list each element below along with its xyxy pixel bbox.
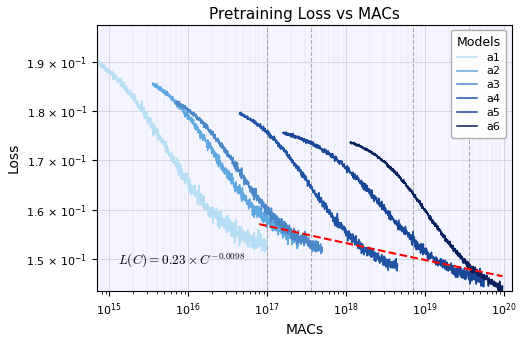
a6 — [478, 275, 485, 279]
a4 — [395, 262, 401, 266]
Line: a5: a5 — [283, 132, 484, 287]
a5 — [453, 266, 460, 270]
a3 — [266, 212, 272, 216]
a3 — [299, 233, 305, 237]
a2 — [149, 81, 156, 85]
Line: a3: a3 — [176, 101, 322, 254]
a3 — [258, 202, 265, 206]
a2 — [294, 247, 300, 251]
a5 — [292, 134, 299, 138]
a6 — [347, 140, 354, 144]
a3 — [318, 251, 324, 256]
a3 — [182, 106, 189, 110]
a1 — [193, 193, 199, 197]
a4 — [373, 254, 379, 258]
a6 — [347, 140, 353, 144]
Title: Pretraining Loss vs MACs: Pretraining Loss vs MACs — [209, 7, 400, 22]
a5 — [481, 277, 487, 281]
a1 — [241, 232, 247, 236]
a2 — [158, 89, 165, 93]
a6 — [440, 233, 446, 237]
a6 — [444, 241, 451, 245]
a1 — [198, 200, 204, 204]
a3 — [284, 227, 290, 231]
Line: a6: a6 — [350, 142, 503, 292]
Legend: a1, a2, a3, a4, a5, a6: a1, a2, a3, a4, a5, a6 — [451, 30, 506, 138]
a2 — [238, 196, 245, 200]
a1 — [262, 250, 268, 254]
a1 — [264, 243, 270, 247]
a4 — [356, 247, 363, 251]
a2 — [275, 232, 281, 236]
X-axis label: MACs: MACs — [286, 323, 324, 337]
a4 — [332, 219, 339, 223]
a4 — [337, 225, 343, 229]
a2 — [234, 186, 241, 190]
a1 — [223, 228, 230, 233]
a6 — [499, 284, 506, 288]
a4 — [246, 118, 253, 122]
Line: a4: a4 — [239, 112, 398, 271]
a5 — [397, 228, 403, 232]
a5 — [408, 240, 414, 245]
a1 — [94, 60, 101, 64]
Text: $L(C) = 0.23 \times C^{-0.0098}$: $L(C) = 0.23 \times C^{-0.0098}$ — [118, 252, 246, 270]
a4 — [237, 110, 244, 114]
a1 — [203, 202, 209, 206]
a5 — [280, 131, 286, 135]
a6 — [496, 290, 502, 294]
a4 — [329, 214, 335, 218]
a2 — [260, 221, 267, 225]
a5 — [280, 130, 287, 134]
a2 — [243, 196, 249, 200]
a2 — [296, 239, 302, 243]
Line: a2: a2 — [152, 83, 299, 249]
Line: a1: a1 — [97, 61, 267, 252]
a3 — [173, 101, 179, 105]
a3 — [262, 207, 268, 211]
a4 — [394, 269, 400, 273]
a6 — [435, 229, 442, 233]
Y-axis label: Loss: Loss — [7, 143, 21, 173]
a1 — [105, 68, 111, 72]
a3 — [319, 246, 325, 250]
a6 — [463, 260, 469, 264]
a5 — [433, 263, 439, 267]
a5 — [402, 224, 409, 228]
a4 — [236, 112, 243, 116]
a1 — [95, 58, 101, 63]
a3 — [176, 99, 182, 103]
a6 — [356, 144, 363, 149]
a5 — [481, 284, 487, 289]
